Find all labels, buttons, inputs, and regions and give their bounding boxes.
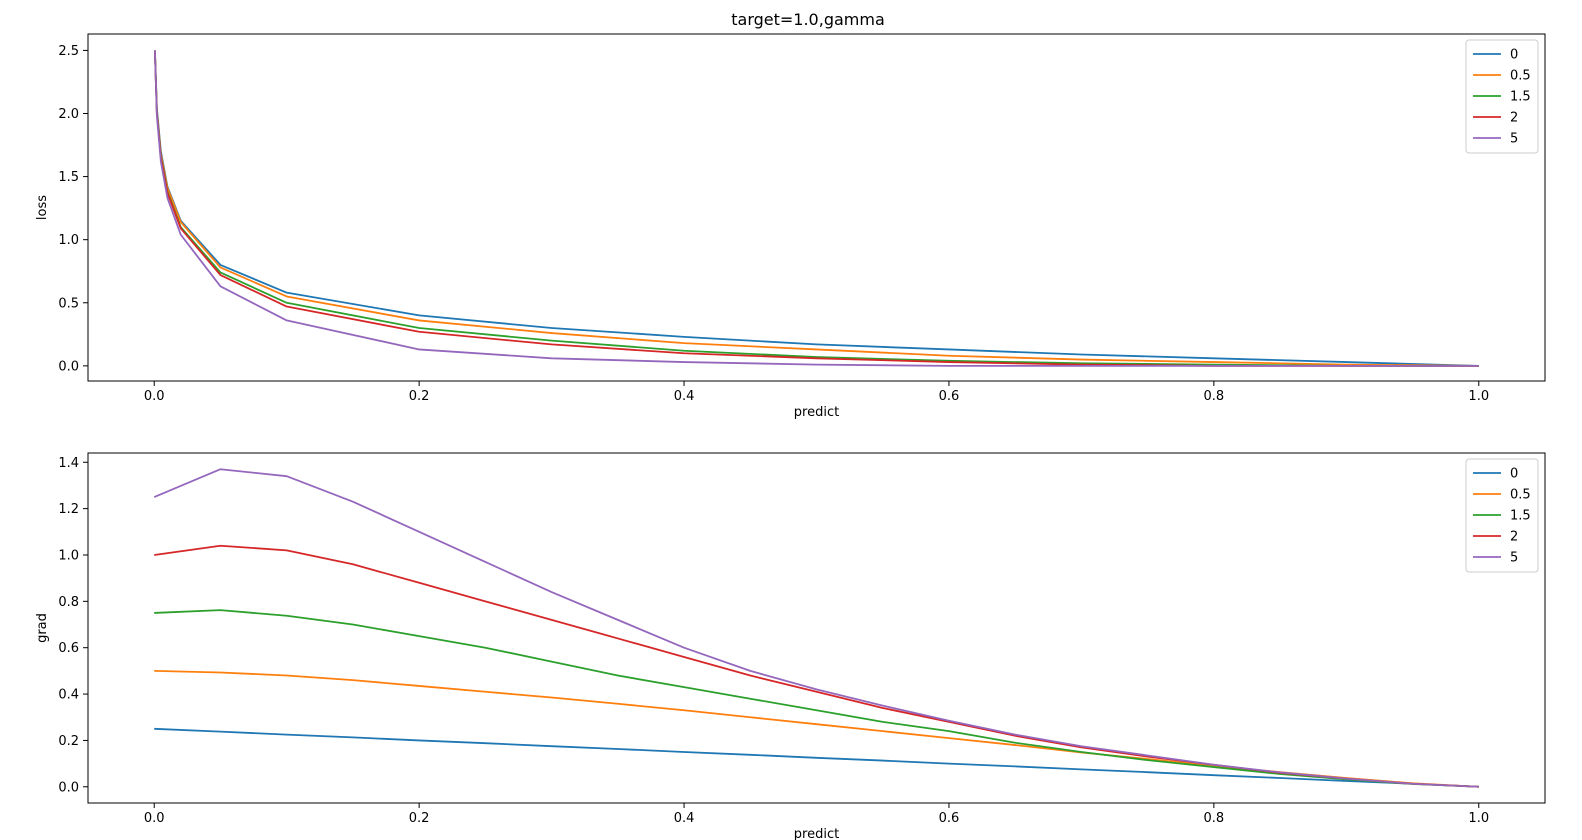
loss-chart: 0.0 0.2 0.4 0.6 0.8 1.0 0.0 0.5 1.0 1.5 2.0 2.5 pred… (35, 33, 1546, 420)
plot-frame (87, 33, 1546, 382)
series-line-1_5 (154, 609, 1479, 788)
x-tick-label: 0.6 (939, 811, 960, 826)
x-tick-label: 0.8 (1204, 811, 1225, 826)
legend-entry: 1.5 (1510, 90, 1531, 105)
legend-entry: 2 (1510, 111, 1518, 126)
x-axis-label: predict (794, 405, 839, 420)
y-tick-label: 0.4 (58, 688, 79, 703)
x-tick-label: 1.0 (1468, 389, 1489, 404)
x-tick-label: 0.0 (144, 389, 165, 404)
legend-entry: 2 (1510, 530, 1518, 545)
y-tick-label: 1.0 (58, 548, 79, 563)
y-tick-label: 2.0 (58, 107, 79, 122)
grad-chart: 0.0 0.2 0.4 0.6 0.8 1.0 0.0 0.2 0.4 0.6 0.8 1.0 1.2 1… (35, 452, 1546, 840)
x-tick-label: 0.2 (409, 811, 430, 826)
y-tick-label: 0.2 (58, 734, 79, 749)
y-tick-label: 1.0 (58, 233, 79, 248)
legend-entry: 5 (1510, 551, 1518, 566)
series-line-2 (154, 544, 1479, 788)
y-tick-label: 1.2 (58, 502, 79, 517)
legend-box (1465, 39, 1539, 154)
y-tick-label: 1.4 (58, 456, 79, 471)
legend-entry: 1.5 (1510, 509, 1531, 524)
y-tick-label: 0.6 (58, 641, 79, 656)
series-line-0 (154, 727, 1479, 788)
legend-entry: 5 (1510, 132, 1518, 147)
y-tick-label: 0.0 (58, 780, 79, 795)
series-line-0_5 (154, 669, 1479, 788)
y-tick-label: 0.5 (58, 296, 79, 311)
x-axis-label: predict (794, 827, 839, 840)
series-line-5 (153, 50, 1479, 367)
x-tick-label: 0.6 (939, 389, 960, 404)
legend-entry: 0.5 (1510, 69, 1531, 84)
figure-title: target=1.0,gamma (731, 10, 885, 29)
x-tick-label: 1.0 (1468, 811, 1489, 826)
y-tick-label: 0.8 (58, 595, 79, 610)
legend-entry: 0 (1510, 48, 1518, 63)
legend-entry: 0.5 (1510, 488, 1531, 503)
y-axis-label: loss (35, 195, 50, 220)
legend: 0 0.5 1.5 2 5 (1465, 458, 1539, 573)
legend: 0 0.5 1.5 2 5 (1465, 39, 1539, 154)
legend-box (1465, 458, 1539, 573)
x-tick-label: 0.0 (144, 811, 165, 826)
x-tick-label: 0.4 (674, 389, 695, 404)
series-line-2 (153, 50, 1479, 367)
series-line-5 (153, 468, 1479, 788)
y-tick-label: 1.5 (58, 170, 79, 185)
x-tick-label: 0.8 (1204, 389, 1225, 404)
x-tick-label: 0.4 (674, 811, 695, 826)
plot-frame (87, 452, 1546, 804)
legend-entry: 0 (1510, 467, 1518, 482)
y-tick-label: 0.0 (58, 359, 79, 374)
x-tick-label: 0.2 (409, 389, 430, 404)
y-axis-label: grad (35, 613, 50, 643)
y-tick-label: 2.5 (58, 44, 79, 59)
